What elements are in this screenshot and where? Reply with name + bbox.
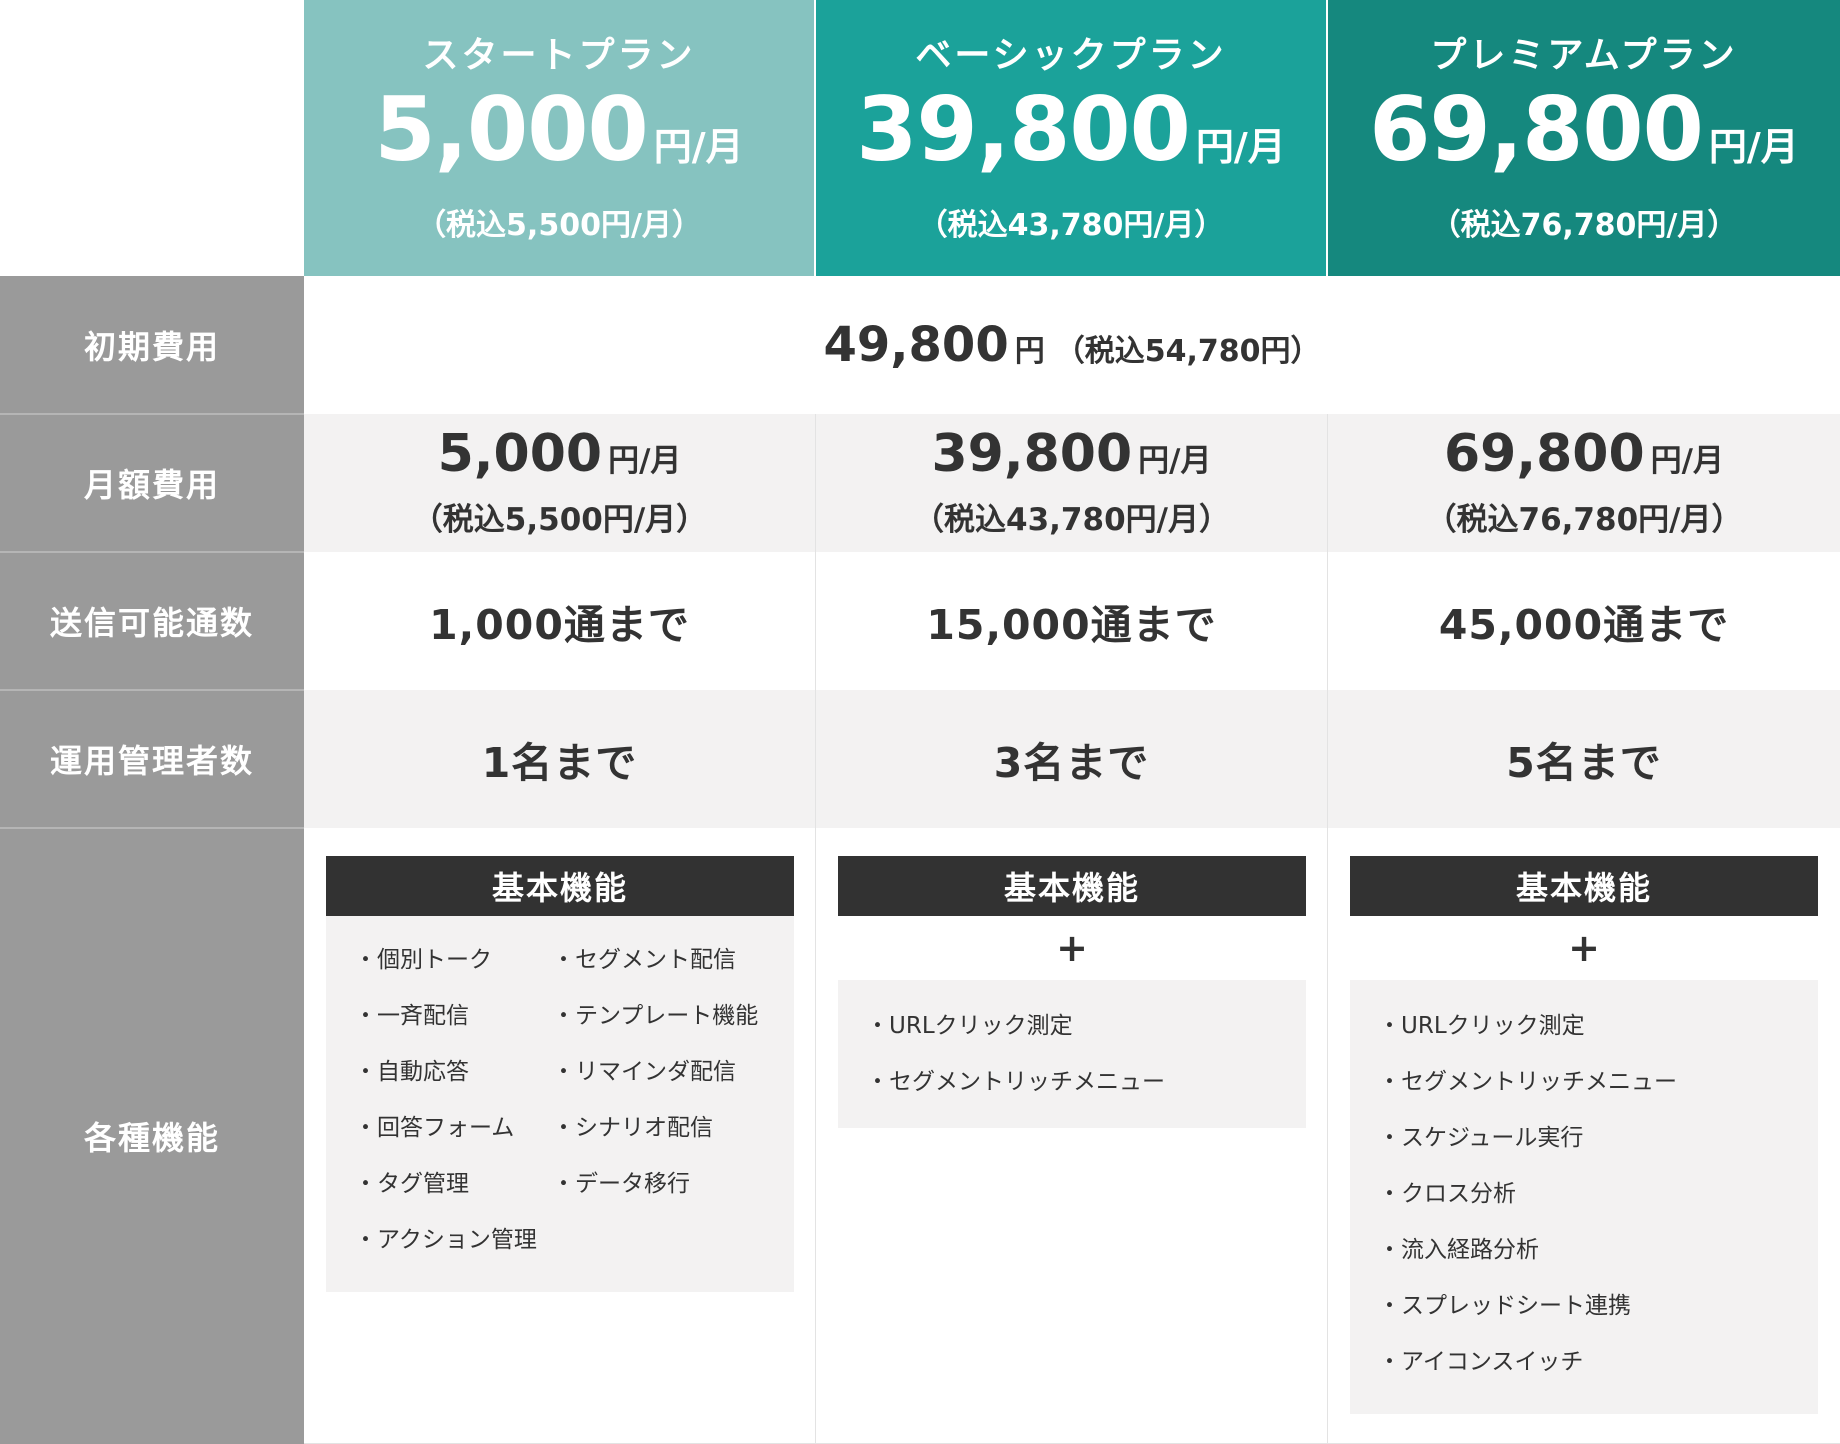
feature-item: 流入経路分析	[1378, 1230, 1677, 1286]
feature-item: アイコンスイッチ	[1378, 1342, 1677, 1398]
plan-header-premium: プレミアムプラン 69,800 円/月 （税込76,780円/月）	[1328, 0, 1840, 276]
feature-item: テンプレート機能	[552, 996, 758, 1052]
basic-features-box: 個別トーク 一斉配信 自動応答 回答フォーム タグ管理 アクション管理 セグメン…	[326, 916, 794, 1292]
feature-item: セグメントリッチメニュー	[1378, 1062, 1677, 1118]
basic-features-left: 個別トーク 一斉配信 自動応答 回答フォーム タグ管理 アクション管理	[354, 940, 537, 1276]
plan-header-basic: ベーシックプラン 39,800 円/月 （税込43,780円/月）	[816, 0, 1326, 276]
basic-features-heading: 基本機能	[326, 856, 794, 916]
feature-item: 自動応答	[354, 1052, 537, 1108]
row-label-initial-fee: 初期費用	[0, 276, 304, 414]
plus-sign: +	[1568, 926, 1600, 970]
monthly-price: 39,800	[931, 423, 1133, 484]
feature-item: 回答フォーム	[354, 1108, 537, 1164]
monthly-fee-start: 5,000 円/月 （税込5,500円/月）	[304, 414, 815, 552]
basic-features-heading: 基本機能	[1350, 856, 1818, 916]
monthly-unit: 円/月	[1650, 442, 1724, 479]
initial-fee-price: 49,800	[823, 317, 1009, 373]
extra-features-box: URLクリック測定 セグメントリッチメニュー スケジュール実行 クロス分析 流入…	[1350, 980, 1818, 1414]
monthly-fee-premium: 69,800 円/月 （税込76,780円/月）	[1328, 414, 1840, 552]
monthly-unit: 円/月	[608, 442, 682, 479]
plan-name: スタートプラン	[422, 35, 696, 76]
row-label-send-count: 送信可能通数	[0, 552, 304, 690]
column-divider	[815, 414, 816, 1444]
extra-features-list: URLクリック測定 セグメントリッチメニュー	[866, 1006, 1165, 1118]
plan-tax-price: （税込5,500円/月）	[416, 208, 702, 243]
feature-item: セグメント配信	[552, 940, 758, 996]
initial-fee-unit: 円	[1014, 334, 1045, 369]
feature-item: タグ管理	[354, 1164, 537, 1220]
feature-item: データ移行	[552, 1164, 758, 1220]
feature-item: スケジュール実行	[1378, 1118, 1677, 1174]
feature-item: 個別トーク	[354, 940, 537, 996]
initial-fee-cell: 49,800 円 （税込54,780円）	[304, 276, 1840, 414]
admin-count-start: 1名まで	[481, 739, 638, 787]
plan-price-unit: 円/月	[653, 125, 744, 169]
row-divider	[0, 827, 304, 829]
feature-item: シナリオ配信	[552, 1108, 758, 1164]
feature-item: URLクリック測定	[866, 1006, 1165, 1062]
row-divider	[0, 413, 304, 415]
plan-tax-price: （税込76,780円/月）	[1430, 208, 1738, 243]
feature-item: 一斉配信	[354, 996, 537, 1052]
plan-price: 5,000	[374, 78, 648, 181]
monthly-tax: （税込5,500円/月）	[411, 501, 708, 538]
row-label-monthly-fee: 月額費用	[0, 414, 304, 552]
plan-name: ベーシックプラン	[915, 35, 1227, 76]
monthly-tax: （税込43,780円/月）	[913, 501, 1230, 538]
row-bg-admins	[304, 690, 1840, 828]
monthly-tax: （税込76,780円/月）	[1425, 501, 1743, 538]
plan-header-start: スタートプラン 5,000 円/月 （税込5,500円/月）	[304, 0, 814, 276]
plan-name: プレミアムプラン	[1430, 35, 1738, 76]
send-count-premium: 45,000通まで	[1438, 601, 1730, 649]
row-label-admin-count: 運用管理者数	[0, 690, 304, 828]
monthly-price: 69,800	[1444, 423, 1645, 484]
admin-count-basic: 3名まで	[993, 739, 1150, 787]
plan-price: 39,800	[856, 78, 1191, 181]
basic-features-heading: 基本機能	[838, 856, 1306, 916]
feature-item: スプレッドシート連携	[1378, 1286, 1677, 1342]
feature-item: セグメントリッチメニュー	[866, 1062, 1165, 1118]
row-bg-monthly	[304, 414, 1840, 552]
feature-item: アクション管理	[354, 1220, 537, 1276]
basic-features-right: セグメント配信 テンプレート機能 リマインダ配信 シナリオ配信 データ移行	[552, 940, 758, 1220]
row-divider	[0, 689, 304, 691]
feature-item: クロス分析	[1378, 1174, 1677, 1230]
send-count-basic: 15,000通まで	[926, 601, 1217, 649]
extra-features-list: URLクリック測定 セグメントリッチメニュー スケジュール実行 クロス分析 流入…	[1378, 1006, 1677, 1398]
plan-price: 69,800	[1369, 78, 1704, 181]
row-label-features: 各種機能	[0, 828, 304, 1444]
column-divider	[1327, 414, 1328, 1444]
row-divider	[0, 551, 304, 553]
monthly-fee-basic: 39,800 円/月 （税込43,780円/月）	[816, 414, 1327, 552]
plan-price-unit: 円/月	[1708, 125, 1799, 169]
send-count-start: 1,000通まで	[429, 601, 690, 649]
plan-tax-price: （税込43,780円/月）	[917, 208, 1225, 243]
admin-count-premium: 5名まで	[1506, 739, 1662, 787]
extra-features-box: URLクリック測定 セグメントリッチメニュー	[838, 980, 1306, 1128]
monthly-price: 5,000	[437, 423, 603, 484]
feature-item: リマインダ配信	[552, 1052, 758, 1108]
plus-sign: +	[1056, 926, 1088, 970]
feature-item: URLクリック測定	[1378, 1006, 1677, 1062]
plan-price-unit: 円/月	[1195, 125, 1286, 169]
initial-fee-tax: （税込54,780円）	[1054, 334, 1321, 369]
monthly-unit: 円/月	[1138, 442, 1212, 479]
